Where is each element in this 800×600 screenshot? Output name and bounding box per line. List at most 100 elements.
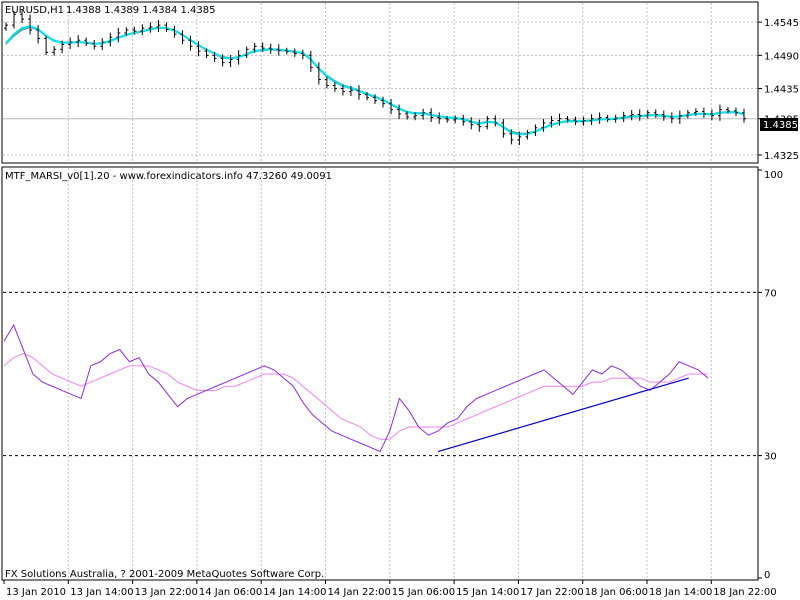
candle	[252, 42, 257, 53]
candle	[725, 106, 730, 114]
candle	[52, 45, 57, 56]
candle	[204, 48, 209, 59]
indicator-tick-label: 30	[764, 452, 777, 463]
time-tick-label: 14 Jan 22:00	[328, 587, 391, 598]
candle	[517, 131, 522, 145]
candle	[196, 41, 201, 57]
candle	[316, 62, 321, 85]
candle	[549, 116, 554, 128]
price-tick-label: 1.4435	[764, 85, 799, 96]
candle	[348, 85, 353, 97]
time-tick-label: 14 Jan 06:00	[199, 587, 262, 598]
candle	[140, 24, 145, 36]
price-window-border	[1, 1, 759, 164]
candle	[148, 22, 153, 33]
candle	[60, 40, 65, 54]
indicator-tick-label: 0	[764, 570, 770, 581]
candle	[220, 54, 225, 67]
candle	[124, 27, 129, 36]
candle	[308, 50, 313, 72]
candle	[685, 109, 690, 119]
candle	[621, 111, 626, 123]
candle	[637, 109, 642, 121]
rsi-series	[3, 323, 709, 453]
candle	[589, 114, 594, 126]
candle	[581, 116, 586, 126]
indicator-tick-label: 100	[764, 170, 783, 181]
candle	[228, 55, 233, 68]
candle	[381, 96, 386, 108]
candle	[397, 104, 402, 120]
current-price-label: 1.4385	[763, 120, 798, 131]
time-tick-label: 13 Jan 14:00	[70, 587, 133, 598]
candle	[172, 26, 177, 38]
candle	[212, 52, 217, 62]
candle	[373, 94, 377, 104]
candle	[76, 35, 81, 48]
candle	[645, 109, 650, 119]
candle	[356, 85, 361, 100]
candle	[324, 76, 329, 89]
trendline[interactable]	[437, 377, 689, 453]
price-tick-label: 1.4545	[764, 18, 799, 29]
candle	[260, 42, 265, 53]
rsi-ma-series	[3, 353, 708, 440]
indicator-label: MTF_MARSI_v0[1].20 - www.forexindicators…	[5, 171, 332, 182]
candle	[477, 119, 482, 132]
candle	[693, 108, 698, 117]
candle	[44, 35, 49, 56]
candle	[733, 107, 738, 117]
candle	[116, 27, 121, 43]
candle	[485, 116, 490, 130]
time-tick-label: 13 Jan 2010	[6, 587, 66, 598]
candle	[292, 48, 297, 57]
candle	[677, 110, 682, 124]
time-tick-label: 18 Jan 06:00	[585, 587, 648, 598]
candle	[605, 114, 610, 123]
time-tick-label: 15 Jan 14:00	[456, 587, 519, 598]
candle	[742, 108, 746, 123]
candle	[629, 109, 634, 121]
price-window[interactable]	[1, 1, 759, 164]
candle	[661, 110, 666, 121]
candle	[421, 108, 426, 120]
indicator-axis: 100 70 30 0	[758, 169, 783, 581]
candle	[413, 112, 418, 121]
candle	[461, 114, 466, 126]
current-price-tag: 1.4385	[760, 118, 798, 131]
rsi-line	[3, 323, 709, 453]
indicator-window[interactable]	[1, 166, 759, 581]
candle	[100, 38, 105, 51]
candle	[244, 46, 249, 59]
time-tick-label: 18 Jan 22:00	[713, 587, 776, 598]
candle	[509, 129, 514, 145]
candle	[180, 30, 185, 45]
candle	[533, 124, 538, 136]
candle	[453, 115, 458, 124]
copyright-label: FX Solutions Australia, ? 2001-2009 Meta…	[5, 569, 324, 580]
candle	[84, 37, 89, 46]
candle	[701, 107, 706, 118]
candle	[405, 111, 410, 120]
candle	[525, 129, 530, 140]
candle	[36, 24, 41, 44]
time-tick-label: 15 Jan 06:00	[392, 587, 455, 598]
candle	[156, 20, 161, 33]
candle	[669, 112, 674, 124]
candle	[28, 14, 33, 35]
symbol-label: EURUSD,H1	[5, 5, 64, 16]
trendline-segment	[437, 377, 689, 453]
candle	[276, 44, 281, 56]
candle	[364, 91, 369, 101]
price-tick-label: 1.4490	[764, 51, 799, 62]
chart-grid	[3, 3, 757, 579]
candle	[613, 114, 618, 123]
candle	[164, 22, 169, 33]
candle	[493, 115, 498, 127]
indicator-window-border	[1, 166, 759, 581]
candle	[717, 104, 722, 121]
candle	[132, 26, 137, 35]
candle	[573, 116, 578, 126]
price-tick-label: 1.4325	[764, 151, 799, 162]
